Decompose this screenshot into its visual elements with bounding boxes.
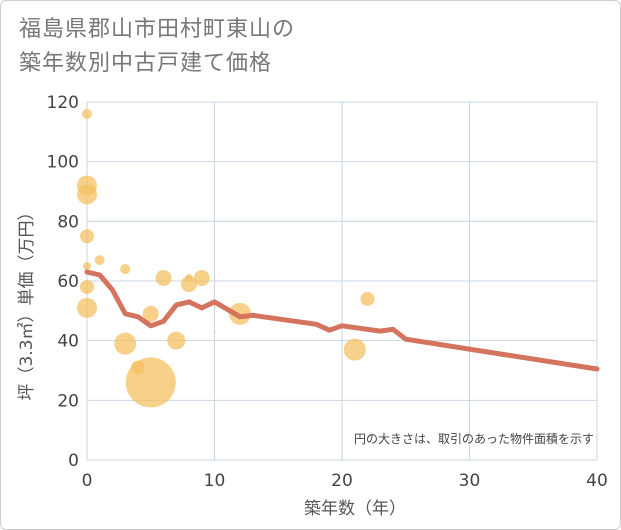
- bubble-point: [80, 279, 94, 294]
- bubble-point: [120, 264, 131, 275]
- bubble-point: [181, 275, 197, 292]
- x-tick-label: 40: [586, 471, 608, 491]
- y-tick-label: 0: [68, 451, 79, 471]
- bubble-point: [360, 291, 375, 306]
- trend-series: [84, 269, 600, 372]
- bubble-point: [94, 255, 105, 266]
- x-tick-label: 10: [204, 471, 226, 491]
- bubble-point: [114, 332, 137, 355]
- y-tick-label: 100: [47, 153, 79, 173]
- y-tick-label: 60: [57, 272, 79, 292]
- bubble-series: [77, 108, 375, 408]
- bubble-point: [343, 338, 366, 361]
- x-tick-label: 30: [459, 471, 481, 491]
- trend-line: [84, 269, 600, 372]
- bubble-point: [229, 302, 251, 325]
- chart-title-line-1: 福島県郡山市田村町東山の: [19, 17, 296, 42]
- bubble-point: [193, 270, 210, 287]
- y-tick-label: 20: [57, 391, 79, 411]
- size-legend-note: 円の大きさは、取引のあった物件面積を示す: [354, 431, 594, 446]
- bubble-point: [125, 357, 176, 408]
- bubble-point: [82, 108, 92, 119]
- y-axis-label: 坪（3.3㎡）単価（万円）: [17, 203, 37, 400]
- bubble-point: [213, 330, 216, 333]
- tick-labels: 0 20 40 60 80 100 120 0 10 20 30 40: [47, 93, 608, 491]
- bubble-point: [155, 270, 172, 287]
- bubble-point: [83, 262, 91, 271]
- bubble-point: [77, 184, 97, 205]
- y-tick-label: 80: [57, 212, 79, 232]
- y-tick-label: 120: [47, 93, 79, 113]
- x-tick-label: 20: [331, 471, 353, 491]
- bubble-point: [80, 229, 94, 244]
- y-tick-label: 40: [57, 332, 79, 352]
- x-axis-label: 築年数（年）: [304, 499, 406, 519]
- chart-title: 福島県郡山市田村町東山の 築年数別中古戸建て価格: [19, 13, 579, 81]
- bubble-point: [77, 297, 97, 318]
- bubble-point: [142, 305, 159, 322]
- bubble-point: [167, 331, 186, 350]
- chart-title-line-2: 築年数別中古戸建て価格: [19, 51, 273, 76]
- x-tick-label: 0: [82, 471, 93, 491]
